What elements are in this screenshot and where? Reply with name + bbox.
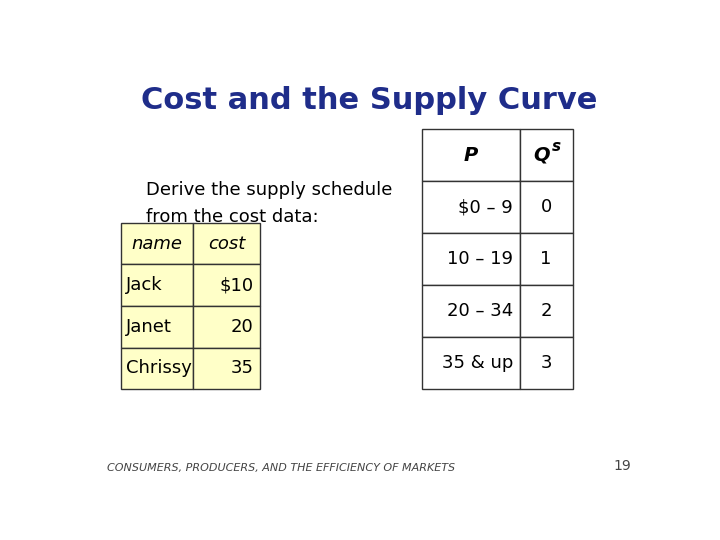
Text: 19: 19	[613, 459, 631, 473]
Text: $10: $10	[220, 276, 253, 294]
FancyBboxPatch shape	[121, 348, 193, 389]
FancyBboxPatch shape	[193, 265, 260, 306]
FancyBboxPatch shape	[422, 233, 520, 285]
Text: cost: cost	[208, 234, 246, 253]
Text: 1: 1	[541, 250, 552, 268]
Text: Jack: Jack	[126, 276, 163, 294]
Text: Chrissy: Chrissy	[126, 359, 192, 377]
Text: name: name	[132, 234, 182, 253]
Text: 35: 35	[230, 359, 253, 377]
FancyBboxPatch shape	[422, 181, 520, 233]
Text: Q: Q	[534, 146, 550, 165]
Text: P: P	[464, 146, 478, 165]
Text: 20: 20	[230, 318, 253, 336]
FancyBboxPatch shape	[121, 306, 193, 348]
FancyBboxPatch shape	[520, 285, 572, 337]
Text: s: s	[552, 139, 561, 153]
FancyBboxPatch shape	[422, 337, 520, 389]
Text: 10 – 19: 10 – 19	[447, 250, 513, 268]
FancyBboxPatch shape	[193, 348, 260, 389]
FancyBboxPatch shape	[520, 129, 572, 181]
Text: 20 – 34: 20 – 34	[446, 302, 513, 320]
Text: Derive the supply schedule
from the cost data:: Derive the supply schedule from the cost…	[145, 181, 392, 226]
Text: 2: 2	[541, 302, 552, 320]
Text: $0 – 9: $0 – 9	[458, 198, 513, 216]
FancyBboxPatch shape	[520, 181, 572, 233]
Text: 0: 0	[541, 198, 552, 216]
FancyBboxPatch shape	[193, 306, 260, 348]
FancyBboxPatch shape	[193, 223, 260, 265]
FancyBboxPatch shape	[422, 285, 520, 337]
Text: CONSUMERS, PRODUCERS, AND THE EFFICIENCY OF MARKETS: CONSUMERS, PRODUCERS, AND THE EFFICIENCY…	[107, 463, 455, 473]
FancyBboxPatch shape	[520, 233, 572, 285]
Text: 3: 3	[541, 354, 552, 372]
Text: 35 & up: 35 & up	[441, 354, 513, 372]
FancyBboxPatch shape	[121, 265, 193, 306]
FancyBboxPatch shape	[121, 223, 193, 265]
Text: Cost and the Supply Curve: Cost and the Supply Curve	[141, 85, 597, 114]
FancyBboxPatch shape	[422, 129, 520, 181]
Text: Janet: Janet	[126, 318, 172, 336]
FancyBboxPatch shape	[520, 337, 572, 389]
